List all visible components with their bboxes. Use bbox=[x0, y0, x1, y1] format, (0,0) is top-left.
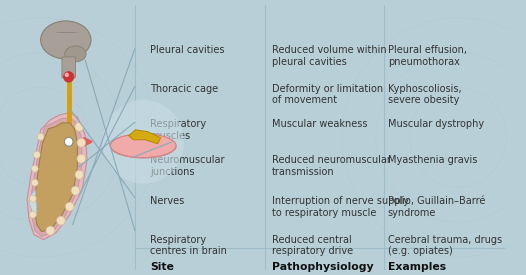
Text: Interruption of nerve supply
to respiratory muscle: Interruption of nerve supply to respirat… bbox=[272, 196, 409, 218]
Circle shape bbox=[75, 170, 84, 179]
Circle shape bbox=[46, 226, 55, 235]
PathPatch shape bbox=[27, 113, 87, 240]
Circle shape bbox=[64, 72, 74, 82]
Circle shape bbox=[103, 100, 184, 184]
FancyBboxPatch shape bbox=[62, 57, 75, 78]
Circle shape bbox=[33, 151, 40, 158]
Text: Reduced neuromuscular
transmission: Reduced neuromuscular transmission bbox=[272, 155, 391, 177]
Text: Neuromuscular
junctions: Neuromuscular junctions bbox=[150, 155, 225, 177]
Ellipse shape bbox=[110, 134, 176, 158]
PathPatch shape bbox=[29, 190, 37, 214]
Text: Cerebral trauma, drugs
(e.g. opiates): Cerebral trauma, drugs (e.g. opiates) bbox=[388, 235, 502, 256]
Circle shape bbox=[65, 202, 74, 211]
Circle shape bbox=[32, 179, 38, 186]
Text: Reduced volume within
pleural cavities: Reduced volume within pleural cavities bbox=[272, 45, 387, 67]
PathPatch shape bbox=[31, 118, 82, 236]
Circle shape bbox=[29, 195, 36, 202]
Circle shape bbox=[77, 154, 86, 163]
Ellipse shape bbox=[65, 46, 86, 62]
PathPatch shape bbox=[129, 130, 160, 144]
Text: Examples: Examples bbox=[388, 262, 446, 272]
Text: Reduced central
respiratory drive: Reduced central respiratory drive bbox=[272, 235, 353, 256]
Text: Myasthenia gravis: Myasthenia gravis bbox=[388, 155, 477, 165]
Text: Respiratory
muscles: Respiratory muscles bbox=[150, 119, 206, 141]
Text: Muscular weakness: Muscular weakness bbox=[272, 119, 368, 130]
Text: Nerves: Nerves bbox=[150, 196, 185, 206]
Text: Deformity or limitation
of movement: Deformity or limitation of movement bbox=[272, 84, 383, 105]
Circle shape bbox=[71, 186, 80, 195]
Circle shape bbox=[32, 165, 38, 172]
Text: Muscular dystrophy: Muscular dystrophy bbox=[388, 119, 484, 130]
Text: Pathophysiology: Pathophysiology bbox=[272, 262, 374, 272]
Ellipse shape bbox=[41, 21, 91, 59]
Circle shape bbox=[37, 133, 44, 140]
Circle shape bbox=[77, 138, 86, 147]
Text: Site: Site bbox=[150, 262, 174, 272]
Text: Respiratory
centres in brain: Respiratory centres in brain bbox=[150, 235, 227, 256]
Text: Kyphoscoliosis,
severe obesity: Kyphoscoliosis, severe obesity bbox=[388, 84, 461, 105]
Text: Polio, Guillain–Barré
syndrome: Polio, Guillain–Barré syndrome bbox=[388, 196, 485, 218]
Text: Thoracic cage: Thoracic cage bbox=[150, 84, 218, 94]
Text: Pleural effusion,
pneumothorax: Pleural effusion, pneumothorax bbox=[388, 45, 467, 67]
Text: Pleural cavities: Pleural cavities bbox=[150, 45, 225, 55]
Circle shape bbox=[75, 122, 84, 131]
Circle shape bbox=[64, 137, 73, 146]
Circle shape bbox=[29, 211, 36, 218]
Circle shape bbox=[57, 216, 65, 225]
PathPatch shape bbox=[35, 123, 77, 232]
Circle shape bbox=[65, 73, 68, 76]
